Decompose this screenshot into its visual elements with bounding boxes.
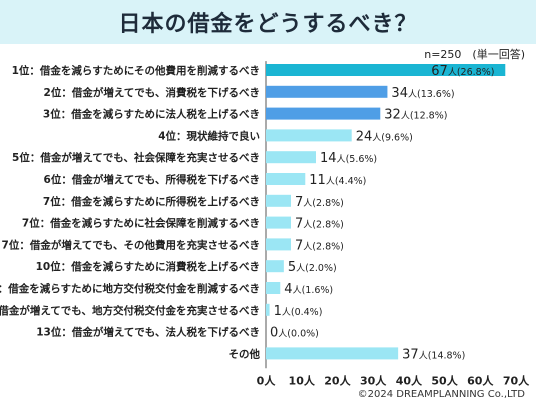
bar bbox=[266, 303, 270, 316]
value-label: 7人(2.8%) bbox=[295, 195, 344, 210]
sample-note: n=250 (単一回答) bbox=[424, 47, 525, 61]
category-label: 4位：現状維持で良い bbox=[158, 129, 260, 142]
value-label: 67人(26.8%) bbox=[431, 64, 494, 79]
value-label: 14人(5.6%) bbox=[320, 151, 377, 166]
bar bbox=[266, 173, 306, 185]
category-label: 10位：借金を減らすために消費税を上げるべき bbox=[36, 260, 260, 273]
copyright-text: ©2024 DREAMPLANNING Co.,LTD bbox=[358, 389, 526, 400]
bar bbox=[266, 238, 291, 251]
value-label: 7人(2.8%) bbox=[295, 217, 344, 232]
category-label: その他 bbox=[229, 347, 261, 360]
x-tick-label: 20人 bbox=[324, 373, 351, 387]
x-tick-label: 40人 bbox=[396, 373, 423, 387]
bar bbox=[266, 216, 291, 229]
category-label: 1位：借金を減らすためにその他費用を削減するべき bbox=[12, 64, 260, 77]
category-label: 7位：借金を減らすために所得税を上げるべき bbox=[43, 195, 260, 208]
category-label: 2位：借金が増えてでも、消費税を下げるべき bbox=[44, 86, 260, 99]
category-label: 7位：借金が増えてでも、その他費用を充実させるべき bbox=[2, 238, 260, 251]
category-label: 3位：借金を減らすために法人税を上げるべき bbox=[43, 108, 260, 121]
bar bbox=[266, 129, 352, 142]
bar bbox=[266, 260, 284, 273]
x-tick-label: 30人 bbox=[360, 373, 387, 387]
x-tick-label: 10人 bbox=[289, 373, 316, 387]
value-label: 5人(2.0%) bbox=[288, 260, 337, 275]
x-tick-label: 60人 bbox=[467, 373, 494, 387]
title-bar bbox=[0, 0, 536, 44]
category-label: 12位：借金が増えてでも、地方交付税交付金を充実させるべき bbox=[0, 304, 260, 317]
category-label: 5位：借金が増えてでも、社会保障を充実させるべき bbox=[12, 151, 260, 164]
value-label: 4人(1.6%) bbox=[284, 282, 333, 297]
value-label: 1人(0.4%) bbox=[274, 304, 323, 319]
category-label: 6位：借金が増えてでも、所得税を下げるべき bbox=[44, 173, 260, 186]
chart-title: 日本の借金をどうするべき？ bbox=[118, 12, 418, 37]
value-label: 34人(13.6%) bbox=[391, 86, 454, 101]
category-label: 7位：借金を減らすために社会保障を削減するべき bbox=[22, 217, 260, 230]
category-label: 11位：借金を減らすために地方交付税交付金を削減するべき bbox=[0, 282, 260, 295]
bar bbox=[266, 85, 388, 98]
x-tick-label: 70人 bbox=[503, 373, 530, 387]
bar bbox=[266, 151, 316, 164]
value-label: 0人(0.0%) bbox=[270, 326, 319, 341]
bar bbox=[266, 194, 291, 207]
value-label: 11人(4.4%) bbox=[309, 173, 366, 188]
value-label: 32人(12.8%) bbox=[384, 108, 447, 123]
category-label: 13位：借金が増えてでも、法人税を下げるべき bbox=[36, 326, 260, 339]
x-tick-label: 50人 bbox=[431, 373, 458, 387]
bar bbox=[266, 64, 506, 76]
bar bbox=[266, 347, 399, 360]
value-label: 24人(9.6%) bbox=[356, 129, 413, 144]
bar bbox=[266, 282, 281, 294]
value-label: 37人(14.8%) bbox=[402, 347, 465, 362]
value-label: 7人(2.8%) bbox=[295, 238, 344, 253]
x-tick-label: 0人 bbox=[257, 373, 277, 387]
bar bbox=[266, 107, 381, 120]
